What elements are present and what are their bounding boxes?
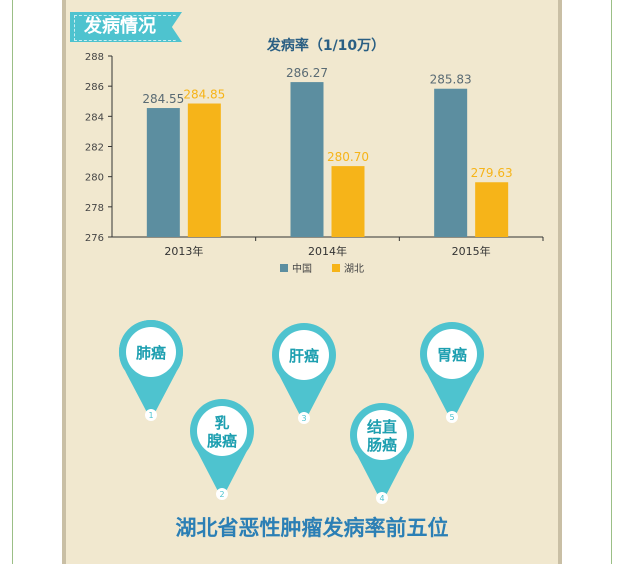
pin-number: 3 <box>301 414 306 423</box>
pin-label: 肝癌 <box>288 347 319 365</box>
x-tick-label: 2014年 <box>308 244 347 258</box>
pin-marker-icon: 1 <box>118 320 183 421</box>
pin-label: 胃癌 <box>436 346 467 364</box>
pin-label: 乳 腺癌 <box>206 414 237 450</box>
pin-number: 4 <box>379 494 384 503</box>
cancer-pin-1: 1 肺癌 <box>118 320 183 421</box>
pin-label: 结直 肠癌 <box>366 418 397 454</box>
legend-swatch <box>332 264 340 272</box>
y-tick-label: 278 <box>85 203 104 214</box>
data-label: 280.70 <box>327 150 369 164</box>
bar-china <box>290 82 324 237</box>
legend-label: 湖北 <box>344 263 364 275</box>
bar-hubei <box>331 166 365 237</box>
data-label: 284.85 <box>183 88 225 102</box>
data-label: 285.83 <box>430 73 472 87</box>
legend-swatch <box>280 264 288 272</box>
y-tick-label: 280 <box>85 173 104 184</box>
panel-edge-left <box>62 0 66 564</box>
pin-number: 2 <box>219 490 224 499</box>
y-tick-label: 286 <box>85 82 104 93</box>
pin-marker-icon: 2 <box>190 399 254 500</box>
frame-line-left <box>12 0 13 564</box>
cancer-pin-2: 2 乳 腺癌 <box>190 399 254 500</box>
y-tick-label: 288 <box>85 52 104 63</box>
bar-hubei <box>187 103 221 237</box>
pin-marker-icon: 4 <box>350 403 414 504</box>
section-ribbon: 发病情况 <box>70 12 182 42</box>
y-tick-label: 282 <box>85 143 104 154</box>
y-tick-label: 284 <box>85 112 104 123</box>
bar-china <box>434 88 468 237</box>
pin-label: 肺癌 <box>135 344 166 362</box>
x-tick-label: 2015年 <box>452 244 491 258</box>
chart-title: 发病率（1/10万） <box>266 37 385 54</box>
y-tick-label: 276 <box>85 233 104 244</box>
cancer-pin-4: 4 结直 肠癌 <box>350 403 414 504</box>
pin-marker-icon: 3 <box>272 323 336 424</box>
bottom-title: 湖北省恶性肿瘤发病率前五位 <box>175 516 449 540</box>
data-label: 279.63 <box>471 166 513 180</box>
data-label: 286.27 <box>286 66 328 80</box>
pin-number: 1 <box>148 411 153 420</box>
bar-hubei <box>475 182 509 237</box>
bar-chart: 发病率（1/10万） 276 278 280 282 284 286 288 284.55 284… <box>85 37 544 275</box>
pin-marker-icon: 5 <box>420 322 484 423</box>
cancer-pin-5: 5 胃癌 <box>420 322 484 423</box>
pin-number: 5 <box>449 413 454 422</box>
x-tick-label: 2013年 <box>164 244 203 258</box>
panel-edge-right <box>558 0 562 564</box>
frame-line-right <box>611 0 612 564</box>
bar-china <box>146 108 180 237</box>
legend-label: 中国 <box>292 262 312 275</box>
cancer-pin-3: 3 肝癌 <box>272 323 336 424</box>
data-label: 284.55 <box>142 92 184 106</box>
